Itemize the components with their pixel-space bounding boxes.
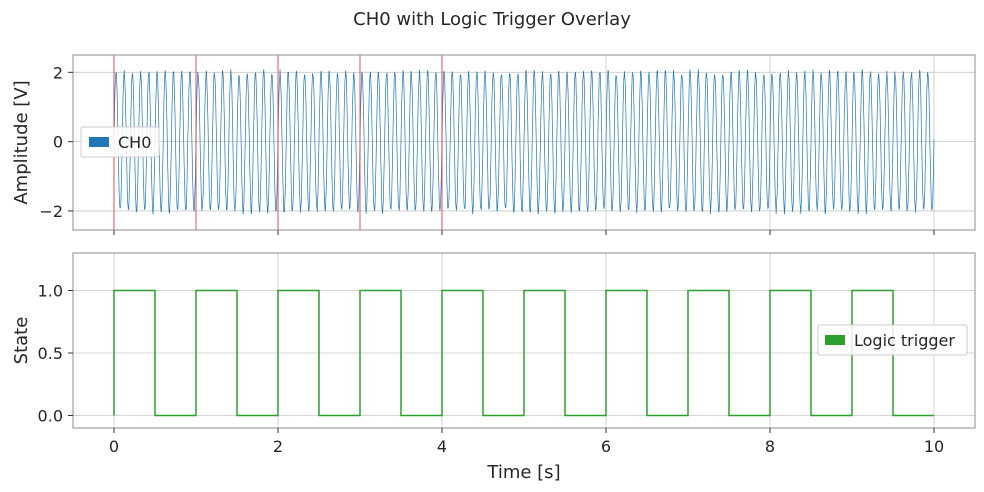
bottom-ticks: 0 2 4 6 8 10 0.0 0.5 1.0 [38,282,945,457]
trigger-marker-lines [113,55,443,230]
ch0-series-line [113,69,935,215]
y-tick-label: 0.0 [38,407,63,426]
top-axes: −2 0 2 Amplitude [V] CH0 [11,54,976,235]
ch0-signal-group [113,69,935,215]
bottom-y-axis-label: State [11,317,32,365]
x-tick-label: 6 [601,437,611,456]
logic-trigger-legend-swatch [825,335,845,345]
top-legend: CH0 [80,126,160,158]
y-tick-label: −2 [39,202,63,221]
ch0-legend-label: CH0 [118,133,151,152]
top-ticks: −2 0 2 [39,63,935,235]
y-tick-label: 0 [53,133,63,152]
bottom-axes: 0 2 4 6 8 10 0.0 0.5 1.0 State Time [s] Logic tr… [11,252,976,483]
x-tick-label: 2 [273,437,283,456]
y-tick-label: 1.0 [38,282,63,301]
top-axes-frame [72,54,976,231]
bottom-legend: Logic trigger [817,324,968,356]
bottom-axes-frame [72,252,976,429]
x-tick-label: 10 [924,437,944,456]
bottom-legend-box [817,324,968,356]
x-tick-label: 0 [109,437,119,456]
x-axis-label: Time [s] [486,462,560,483]
logic-trigger-legend-label: Logic trigger [854,331,955,350]
y-tick-label: 0.5 [38,344,63,363]
top-y-axis-label: Amplitude [V] [11,80,32,204]
x-tick-label: 4 [437,437,447,456]
ch0-legend-swatch [89,137,109,147]
x-tick-label: 8 [765,437,775,456]
figure-title: CH0 with Logic Trigger Overlay [353,9,631,30]
logic-trigger-step-line [113,289,934,417]
top-legend-box [80,126,160,158]
y-tick-label: 2 [53,63,63,82]
